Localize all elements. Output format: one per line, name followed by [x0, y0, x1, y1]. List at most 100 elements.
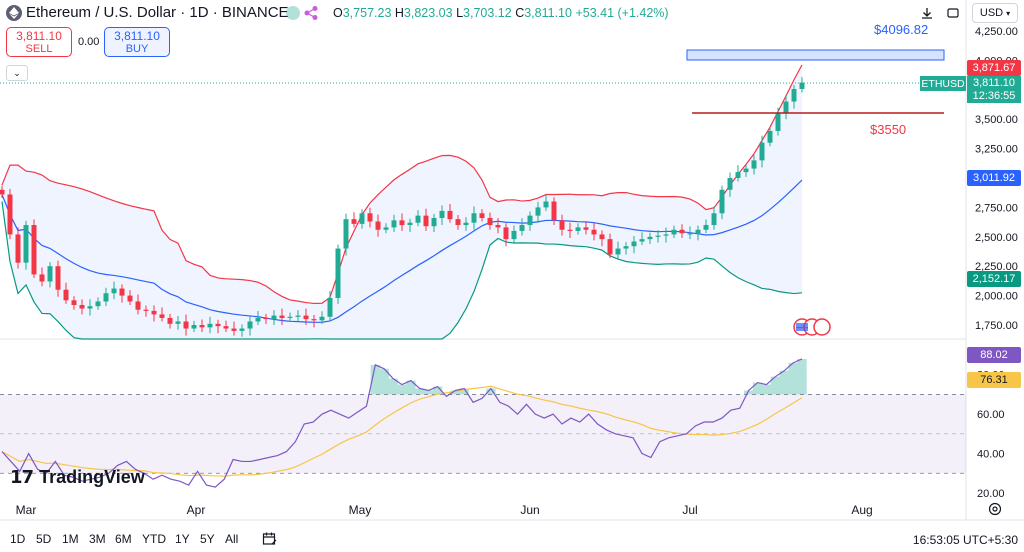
candle-body — [87, 306, 93, 309]
candle-body — [695, 229, 701, 234]
candle-body — [407, 222, 413, 226]
share-icon[interactable] — [303, 5, 319, 21]
candle-body — [559, 220, 565, 230]
price-tick-label: 3,250.00 — [975, 144, 1018, 156]
rsi-overbought-fill — [370, 358, 807, 395]
chart-header: Ethereum / U.S. Dollar · 1D · BINANCE O3… — [0, 0, 1024, 26]
candle-body — [279, 315, 285, 318]
candle-body — [215, 323, 221, 327]
candle-body — [183, 321, 189, 329]
clock[interactable]: 16:53:05 UTC+5:30 — [912, 533, 1018, 547]
sell-label: SELL — [25, 43, 53, 55]
candle-body — [567, 229, 573, 231]
candle-body — [311, 319, 317, 321]
candle-body — [143, 309, 149, 311]
range-1m[interactable]: 1M — [62, 532, 79, 546]
rsi-tick-label: 60.00 — [977, 409, 1005, 421]
candle-body — [63, 289, 69, 301]
chevron-down-icon: ▾ — [1006, 8, 1011, 18]
candle-body — [47, 266, 53, 282]
candle-body — [55, 266, 61, 290]
candle-body — [383, 227, 389, 230]
rsi-ma-line — [1, 385, 803, 477]
candle-body — [39, 274, 45, 282]
candle-body — [615, 248, 621, 255]
bollinger-fill — [2, 64, 802, 339]
candle-body — [735, 172, 741, 178]
currency-label: USD — [979, 7, 1004, 19]
range-6m[interactable]: 6M — [115, 532, 132, 546]
sell-button[interactable]: 3,811.10 SELL — [6, 27, 72, 57]
symbol-title[interactable]: Ethereum / U.S. Dollar · 1D · BINANCE — [26, 4, 289, 21]
candle-body — [479, 213, 485, 218]
events-flags-icon[interactable] — [793, 318, 835, 336]
candle-body — [423, 215, 429, 227]
bollinger-upper-band — [1, 64, 803, 305]
buy-label: BUY — [125, 43, 149, 55]
close-label: C — [515, 6, 525, 20]
range-5d[interactable]: 5D — [36, 532, 52, 546]
rsi-line — [1, 358, 803, 488]
candle-body — [15, 234, 21, 263]
candle-body — [447, 210, 453, 220]
candle-body — [431, 217, 437, 227]
upper-band-tag: 3,871.67 — [967, 60, 1021, 76]
buy-button[interactable]: 3,811.10 BUY — [104, 27, 170, 57]
last-price-tag: 3,811.10 12:36:55 — [967, 76, 1021, 103]
range-3m[interactable]: 3M — [89, 532, 106, 546]
candle-body — [719, 189, 725, 214]
chevron-down-icon: ⌄ — [13, 67, 21, 78]
candle-body — [319, 316, 325, 321]
currency-select[interactable]: USD ▾ — [972, 3, 1018, 23]
tradingview-logo[interactable]: 𝟭𝟳 TradingView — [10, 467, 145, 488]
high-label: H — [394, 6, 404, 20]
candle-body — [391, 220, 397, 228]
candle-body — [351, 219, 357, 224]
collapse-legend-button[interactable]: ⌄ — [6, 65, 28, 81]
candle-body — [375, 221, 381, 230]
market-status-icon[interactable] — [286, 6, 300, 20]
candle-body — [527, 215, 533, 226]
high-value: 3,823.03 — [403, 6, 453, 20]
fullscreen-icon[interactable] — [944, 3, 962, 23]
candle-body — [767, 130, 773, 143]
gear-icon[interactable] — [988, 502, 1002, 516]
download-icon[interactable] — [918, 3, 936, 23]
range-ytd[interactable]: YTD — [142, 532, 166, 546]
candle-body — [647, 236, 653, 240]
open-value: 3,757.23 — [342, 6, 392, 20]
candle-body — [295, 315, 301, 317]
target-high-label: $4096.82 — [874, 22, 929, 37]
close-value: 3,811.10 — [524, 6, 572, 20]
symbol-tag: ETHUSD — [920, 76, 966, 91]
candle-body — [263, 317, 269, 320]
candle-body — [399, 220, 405, 226]
lower-band-tag: 2,152.17 — [967, 271, 1021, 287]
support-label: $3550 — [870, 122, 907, 137]
candle-body — [591, 229, 597, 235]
time-axis-label: Jul — [682, 503, 697, 517]
candle-body — [623, 246, 629, 249]
candle-body — [175, 321, 181, 324]
basis-tag: 3,011.92 — [967, 170, 1021, 186]
range-all[interactable]: All — [225, 532, 239, 546]
date-range-calendar-icon[interactable] — [262, 531, 278, 550]
candle-body — [463, 222, 469, 226]
candle-body — [167, 317, 173, 324]
candle-body — [79, 305, 85, 309]
price-tick-label: 2,500.00 — [975, 232, 1018, 244]
candle-body — [127, 295, 133, 302]
candle-body — [703, 225, 709, 230]
range-1d[interactable]: 1D — [10, 532, 26, 546]
candle-body — [327, 297, 333, 317]
candle-body — [543, 201, 549, 208]
range-5y[interactable]: 5Y — [200, 532, 215, 546]
candle-body — [631, 241, 637, 247]
buy-price: 3,811.10 — [114, 29, 160, 43]
candle-body — [783, 101, 789, 114]
candle-body — [247, 321, 253, 329]
rsi-tag: 88.02 — [967, 347, 1021, 363]
time-axis-label: Aug — [851, 503, 872, 517]
range-1y[interactable]: 1Y — [175, 532, 190, 546]
